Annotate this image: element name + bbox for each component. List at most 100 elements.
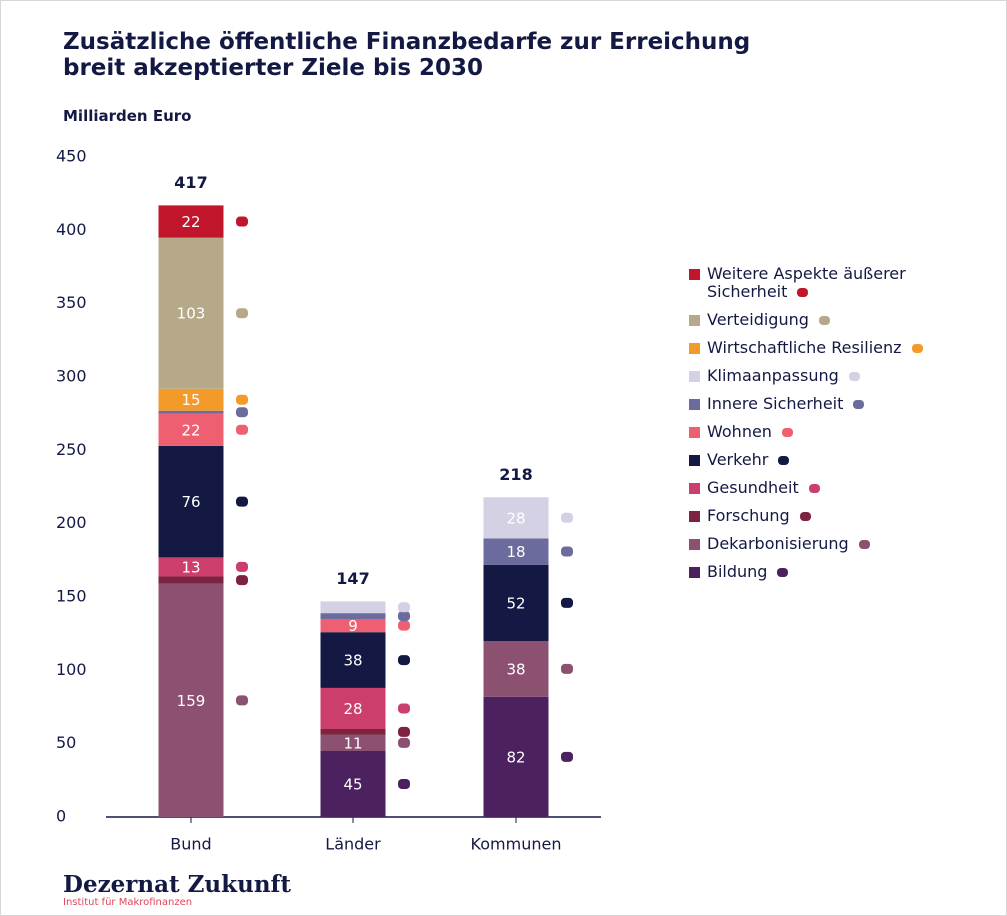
legend-item: Verkehr bbox=[689, 451, 957, 469]
value-label: 22 bbox=[181, 421, 200, 439]
segment-icon bbox=[561, 663, 573, 674]
y-tick-label: 150 bbox=[56, 587, 87, 606]
total-label: 417 bbox=[174, 173, 207, 192]
bar-segment bbox=[158, 413, 224, 446]
y-tick-label: 450 bbox=[56, 147, 87, 166]
bar-segment bbox=[320, 601, 386, 614]
legend-swatch bbox=[689, 539, 700, 550]
legend-label: Innere Sicherheit bbox=[707, 394, 844, 413]
legend-item: Weitere Aspekte äußerer Sicherheit bbox=[689, 265, 957, 301]
segment-icon bbox=[398, 703, 410, 714]
bar-segment bbox=[320, 632, 386, 688]
bar-segment bbox=[320, 613, 386, 619]
legend-icon bbox=[777, 568, 789, 577]
bar-segment bbox=[483, 641, 549, 697]
legend-item: Gesundheit bbox=[689, 479, 957, 497]
value-label: 76 bbox=[181, 493, 200, 511]
bar-segment bbox=[158, 388, 224, 411]
value-label: 15 bbox=[181, 391, 200, 409]
segment-icon bbox=[561, 546, 573, 557]
value-label: 38 bbox=[343, 652, 362, 670]
legend-label: Dekarbonisierung bbox=[707, 534, 849, 553]
bar-segment bbox=[320, 729, 386, 735]
segment-icon bbox=[236, 695, 248, 706]
value-label: 9 bbox=[348, 617, 358, 635]
segment-icon bbox=[561, 512, 573, 523]
legend-swatch bbox=[689, 343, 700, 354]
legend-item: Bildung bbox=[689, 563, 957, 581]
y-tick-label: 0 bbox=[56, 807, 66, 826]
legend-icon bbox=[853, 400, 865, 409]
bar-segment bbox=[483, 497, 549, 539]
legend-label: Klimaanpassung bbox=[707, 366, 839, 385]
segment-icon bbox=[398, 611, 410, 622]
x-tick-label: Bund bbox=[170, 835, 211, 854]
chart-title: Zusätzliche öffentliche Finanzbedarfe zu… bbox=[63, 29, 751, 81]
bar-segment bbox=[158, 237, 224, 389]
value-label: 28 bbox=[343, 700, 362, 718]
segment-icon bbox=[398, 726, 410, 737]
legend-item: Wirtschaftliche Resilienz bbox=[689, 339, 957, 357]
logo-subtitle: Institut für Makrofinanzen bbox=[63, 897, 193, 908]
legend-icon bbox=[911, 344, 923, 353]
total-label: 218 bbox=[499, 465, 532, 484]
segment-icon bbox=[236, 496, 248, 507]
segment-icon bbox=[236, 575, 248, 586]
value-label: 159 bbox=[177, 692, 206, 710]
value-label: 38 bbox=[506, 660, 525, 678]
legend-icon bbox=[808, 484, 820, 493]
legend-item: Wohnen bbox=[689, 423, 957, 441]
segment-icon bbox=[236, 216, 248, 227]
legend-item: Klimaanpassung bbox=[689, 367, 957, 385]
segment-icon bbox=[398, 655, 410, 666]
segment-icon bbox=[236, 407, 248, 418]
legend-swatch bbox=[689, 567, 700, 578]
legend-label: Wohnen bbox=[707, 422, 772, 441]
value-label: 13 bbox=[181, 558, 200, 576]
bar-segment bbox=[483, 564, 549, 641]
legend-icon bbox=[799, 512, 811, 521]
legend-icon bbox=[778, 456, 790, 465]
legend-icon bbox=[858, 540, 870, 549]
legend-label: Bildung bbox=[707, 562, 768, 581]
bar-segment bbox=[320, 734, 386, 751]
legend-item: Innere Sicherheit bbox=[689, 395, 957, 413]
legend-swatch bbox=[689, 371, 700, 382]
legend-swatch bbox=[689, 511, 700, 522]
bar-segment bbox=[320, 751, 386, 817]
segment-icon bbox=[398, 602, 410, 613]
legend-icon bbox=[781, 428, 793, 437]
legend-icon bbox=[848, 372, 860, 381]
bar-segment bbox=[483, 538, 549, 565]
x-tick-label: Kommunen bbox=[471, 835, 562, 854]
y-tick-label: 250 bbox=[56, 440, 87, 459]
segment-icon bbox=[236, 561, 248, 572]
value-label: 28 bbox=[506, 509, 525, 527]
bar-segment bbox=[483, 696, 549, 817]
legend-label: Forschung bbox=[707, 506, 790, 525]
y-tick-label: 100 bbox=[56, 660, 87, 679]
legend-swatch bbox=[689, 315, 700, 326]
value-label: 22 bbox=[181, 213, 200, 231]
value-label: 11 bbox=[343, 734, 362, 752]
value-label: 103 bbox=[177, 305, 206, 323]
y-axis-label: Milliarden Euro bbox=[63, 107, 192, 125]
legend-label: Verteidigung bbox=[707, 310, 809, 329]
value-label: 45 bbox=[343, 776, 362, 794]
segment-icon bbox=[236, 424, 248, 435]
logo: Dezernat Zukunft bbox=[63, 871, 292, 898]
bar-segment bbox=[158, 205, 224, 238]
bar-segment bbox=[158, 576, 224, 584]
bar-segment bbox=[320, 687, 386, 729]
legend-item: Verteidigung bbox=[689, 311, 957, 329]
bar-segment bbox=[158, 410, 224, 414]
y-tick-label: 350 bbox=[56, 293, 87, 312]
x-tick-label: Länder bbox=[325, 835, 381, 854]
legend-swatch bbox=[689, 455, 700, 466]
segment-icon bbox=[236, 394, 248, 405]
y-tick-label: 300 bbox=[56, 367, 87, 386]
value-label: 52 bbox=[506, 594, 525, 612]
bar-segment bbox=[158, 445, 224, 558]
